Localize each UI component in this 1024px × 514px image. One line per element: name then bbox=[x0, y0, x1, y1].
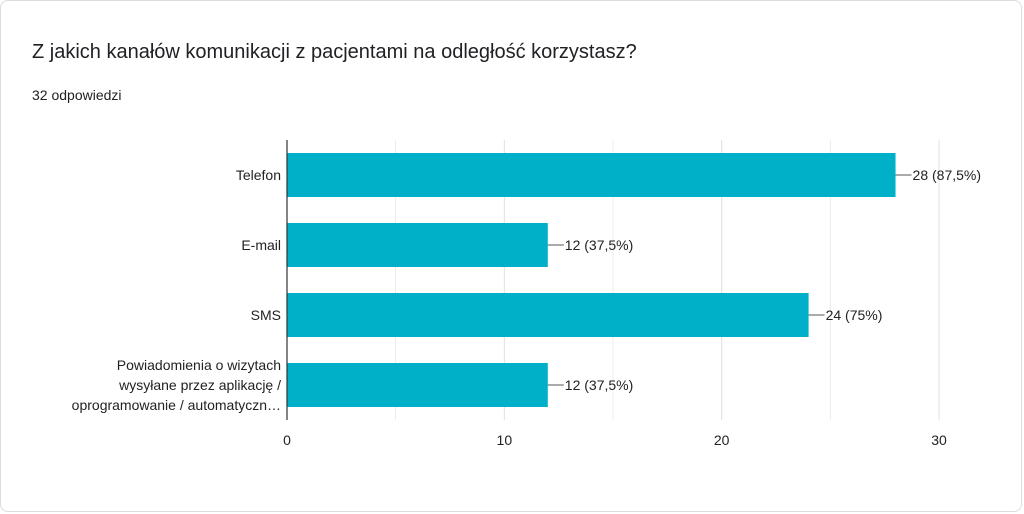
x-tick-label: 10 bbox=[497, 432, 513, 448]
category-label: Telefon bbox=[236, 167, 281, 183]
bar bbox=[287, 153, 896, 197]
x-tick-label: 30 bbox=[931, 432, 947, 448]
category-label: wysyłane przez aplikację / bbox=[118, 377, 281, 393]
bar bbox=[287, 293, 809, 337]
category-label: oprogramowanie / automatyczn… bbox=[72, 397, 281, 413]
bar bbox=[287, 363, 548, 407]
x-tick-label: 20 bbox=[714, 432, 730, 448]
x-tick-label: 0 bbox=[283, 432, 291, 448]
bar bbox=[287, 223, 548, 267]
response-count: 32 odpowiedzi bbox=[32, 87, 122, 103]
question-title: Z jakich kanałów komunikacji z pacjentam… bbox=[32, 41, 637, 63]
category-label: E-mail bbox=[241, 237, 281, 253]
data-label: 24 (75%) bbox=[826, 307, 883, 323]
data-label: 12 (37,5%) bbox=[565, 377, 633, 393]
data-label: 12 (37,5%) bbox=[565, 237, 633, 253]
category-label: Powiadomienia o wizytach bbox=[117, 357, 281, 373]
data-label: 28 (87,5%) bbox=[913, 167, 981, 183]
category-label: SMS bbox=[251, 307, 281, 323]
